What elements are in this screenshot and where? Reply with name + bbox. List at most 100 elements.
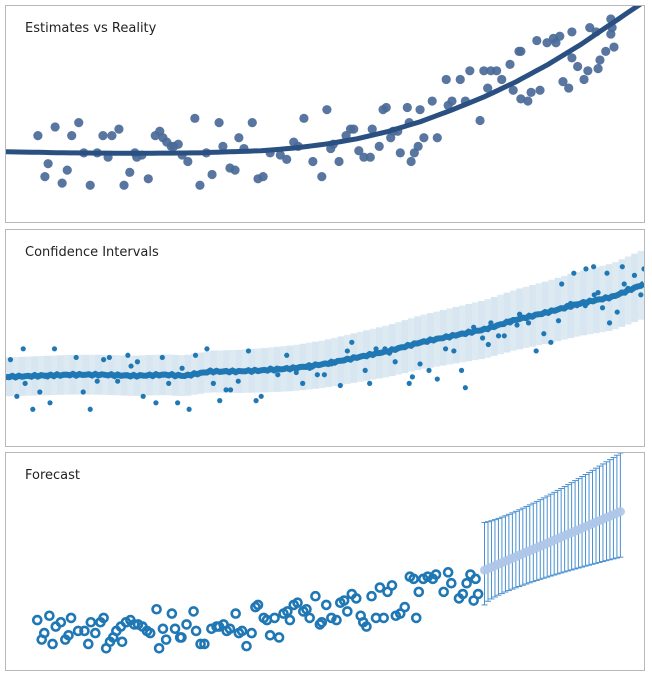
data-point: [153, 643, 165, 654]
data-point: [44, 610, 55, 622]
data-point: [568, 300, 574, 307]
data-point: [7, 357, 14, 363]
data-point: [159, 354, 165, 361]
data-point: [79, 625, 90, 637]
data-point: [366, 590, 377, 602]
estimate-line: [6, 6, 643, 156]
data-point: [227, 387, 234, 393]
data-point: [458, 367, 465, 373]
data-point: [525, 320, 532, 326]
data-point: [567, 53, 577, 63]
data-point: [199, 638, 210, 650]
data-point: [555, 318, 562, 324]
data-point: [361, 621, 372, 632]
data-point: [402, 102, 412, 113]
data-point: [293, 369, 299, 376]
data-point: [442, 567, 454, 578]
data-point: [44, 374, 51, 380]
data-point: [344, 348, 350, 354]
data-point: [186, 406, 192, 412]
chart-title: Confidence Intervals: [25, 245, 159, 260]
forecast-errorbars: [481, 453, 624, 606]
data-point: [33, 131, 43, 141]
data-point: [638, 292, 644, 298]
data-point: [374, 141, 384, 151]
data-point: [252, 599, 264, 611]
data-point: [595, 55, 605, 65]
data-point: [234, 133, 244, 143]
data-point: [267, 365, 273, 371]
chart-panel-forecast: Forecast: [5, 452, 645, 671]
data-point: [564, 83, 574, 93]
data-point: [62, 165, 72, 175]
data-point: [559, 281, 565, 287]
data-point: [62, 372, 68, 378]
data-point: [558, 77, 568, 87]
data-point: [253, 398, 259, 404]
data-point: [173, 139, 183, 149]
data-point: [434, 376, 440, 382]
data-point: [188, 606, 199, 617]
data-point: [320, 599, 332, 611]
data-point: [342, 606, 353, 617]
data-point: [179, 365, 185, 371]
data-point: [475, 115, 485, 126]
data-point: [438, 586, 449, 598]
data-point: [426, 367, 432, 373]
data-point: [381, 102, 391, 113]
data-point: [470, 573, 481, 585]
data-point: [432, 133, 442, 143]
chart-plot-estimates: [6, 6, 643, 190]
data-point: [195, 638, 206, 650]
data-point: [50, 122, 60, 132]
data-point: [641, 266, 644, 272]
data-point: [516, 311, 523, 317]
data-point: [258, 393, 264, 399]
data-point: [292, 597, 303, 609]
data-point: [94, 378, 100, 384]
data-point: [595, 290, 601, 296]
data-point: [582, 303, 588, 309]
data-point: [461, 577, 472, 589]
data-point: [514, 322, 520, 328]
data-point: [31, 614, 43, 626]
data-point: [392, 359, 398, 365]
forecast-mean: [480, 507, 625, 575]
data-point: [533, 348, 539, 354]
observation-points: [33, 14, 619, 190]
data-point: [583, 66, 593, 76]
data-point: [74, 118, 84, 128]
data-point: [386, 350, 393, 356]
data-point: [507, 318, 513, 324]
data-point: [157, 623, 169, 635]
data-point: [40, 172, 50, 182]
data-point: [310, 590, 321, 602]
data-point: [80, 389, 86, 395]
data-point: [282, 606, 293, 617]
data-point: [406, 380, 412, 386]
data-point: [374, 582, 386, 593]
data-point: [116, 636, 128, 648]
data-point: [338, 595, 350, 606]
data-point: [87, 406, 93, 412]
data-point: [151, 603, 162, 615]
data-point: [282, 154, 292, 164]
data-point: [67, 131, 77, 141]
data-point: [304, 612, 315, 624]
data-point: [465, 66, 475, 76]
data-point: [73, 354, 79, 361]
chart-panel-estimates: Estimates vs Reality: [5, 5, 645, 223]
data-point: [362, 367, 368, 373]
data-point: [479, 335, 486, 341]
data-point: [410, 612, 422, 624]
data-point: [140, 393, 146, 399]
data-point: [413, 586, 425, 598]
data-point: [492, 66, 502, 76]
data-point: [101, 357, 107, 363]
data-point: [501, 333, 507, 339]
data-point: [106, 354, 112, 361]
data-point: [599, 305, 606, 311]
data-point: [573, 61, 583, 72]
data-point: [322, 105, 332, 115]
data-point: [349, 339, 355, 345]
